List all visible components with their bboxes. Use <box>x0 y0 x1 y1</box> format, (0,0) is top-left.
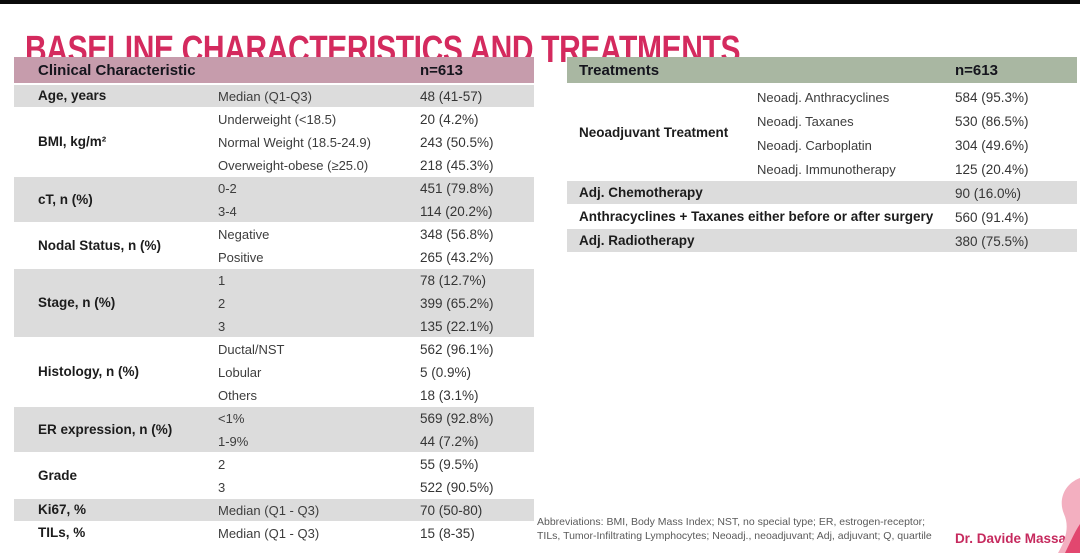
row-value: 44 (7.2%) <box>420 434 479 449</box>
table-group: Stage, n (%) 1 78 (12.7%) 2 399 (65.2%) 3 135 … <box>14 269 534 338</box>
row-sublabel: Median (Q1 - Q3) <box>218 526 320 541</box>
footnote-line-2: TILs, Tumor-Infiltrating Lymphocytes; Ne… <box>537 530 932 543</box>
footnote-line-1: Abbreviations: BMI, Body Mass Index; NST… <box>537 516 926 528</box>
row-value: 70 (50-80) <box>420 503 483 518</box>
group-label: Ki67, % <box>38 502 87 518</box>
group-label: cT, n (%) <box>38 191 93 207</box>
table-group: Adj. Radiotherapy 380 (75.5%) <box>567 229 1077 253</box>
row-value: 380 (75.5%) <box>955 233 1029 249</box>
table-group: Nodal Status, n (%) Negative 348 (56.8%) Po… <box>14 223 534 269</box>
row-value: 243 (50.5%) <box>420 135 494 150</box>
row-value: 530 (86.5%) <box>955 113 1029 129</box>
row-value: 569 (92.8%) <box>420 411 494 426</box>
group-label: Adj. Radiotherapy <box>579 232 695 248</box>
row-value: 135 (22.1%) <box>420 319 494 334</box>
group-label: ER expression, n (%) <box>38 421 173 437</box>
row-sublabel: Median (Q1-Q3) <box>218 89 312 104</box>
row-sublabel: Neoadj. Immunotherapy <box>757 161 896 177</box>
treatments-header-label: Treatments <box>579 61 660 79</box>
row-sublabel: 2 <box>218 457 226 472</box>
row-sublabel: Neoadj. Carboplatin <box>757 137 872 153</box>
clinical-characteristics-table: Clinical Characteristic n=613 Age, years… <box>14 57 534 545</box>
treatments-header-n: n=613 <box>955 61 998 79</box>
row-sublabel: Ductal/NST <box>218 342 285 357</box>
table-group: BMI, kg/m² Underweight (<18.5) 20 (4.2%) No… <box>14 108 534 177</box>
row-value: 55 (9.5%) <box>420 457 479 472</box>
group-label: Nodal Status, n (%) <box>38 237 162 253</box>
row-sublabel: Median (Q1 - Q3) <box>218 503 320 518</box>
row-value: 348 (56.8%) <box>420 227 494 242</box>
group-label: Grade <box>38 467 78 483</box>
clinical-table-header: Clinical Characteristic n=613 <box>14 57 534 83</box>
row-value: 125 (20.4%) <box>955 161 1029 177</box>
group-label: TILs, % <box>38 525 86 541</box>
row-sublabel: 0-2 <box>218 181 237 196</box>
row-value: 48 (41-57) <box>420 89 483 104</box>
row-sublabel: 1 <box>218 273 226 288</box>
row-value: 78 (12.7%) <box>420 273 487 288</box>
abbreviations-footnote: Abbreviations: BMI, Body Mass Index; NST… <box>537 515 937 543</box>
author-credit: Dr. Davide Massa <box>954 531 1066 546</box>
row-value: 218 (45.3%) <box>420 158 494 173</box>
row-sublabel: Lobular <box>218 365 262 380</box>
row-value: 265 (43.2%) <box>420 250 494 265</box>
table-group: Histology, n (%) Ductal/NST 562 (96.1%) Lob… <box>14 338 534 407</box>
row-sublabel: Neoadj. Anthracyclines <box>757 89 890 105</box>
table-group: Age, years Median (Q1-Q3) 48 (41-57) <box>14 85 534 108</box>
group-label: Adj. Chemotherapy <box>579 184 703 200</box>
row-value: 399 (65.2%) <box>420 296 494 311</box>
row-value: 560 (91.4%) <box>955 209 1029 225</box>
row-sublabel: Normal Weight (18.5-24.9) <box>218 135 371 150</box>
row-value: 584 (95.3%) <box>955 89 1029 105</box>
top-black-bar <box>0 0 1080 4</box>
row-value: 114 (20.2%) <box>420 204 493 219</box>
table-group: Anthracyclines + Taxanes either before o… <box>567 205 1077 229</box>
clinical-header-label: Clinical Characteristic <box>38 61 196 79</box>
treatments-table-body: Neoadjuvant Treatment Neoadj. Anthracycli… <box>567 85 1077 253</box>
table-group: TILs, % Median (Q1 - Q3) 15 (8-35) <box>14 522 534 545</box>
row-value: 18 (3.1%) <box>420 388 479 403</box>
clinical-header-n: n=613 <box>420 61 463 79</box>
row-sublabel: Neoadj. Taxanes <box>757 113 854 129</box>
row-value: 15 (8-35) <box>420 526 475 541</box>
group-label: BMI, kg/m² <box>38 134 107 150</box>
table-group: Grade 2 55 (9.5%) 3 522 (90.5%) <box>14 453 534 499</box>
table-group: Ki67, % Median (Q1 - Q3) 70 (50-80) <box>14 499 534 522</box>
row-value: 562 (96.1%) <box>420 342 494 357</box>
treatments-table-header: Treatments n=613 <box>567 57 1077 83</box>
row-sublabel: 3 <box>218 480 226 495</box>
row-sublabel: 3 <box>218 319 226 334</box>
row-sublabel: Underweight (<18.5) <box>218 112 337 127</box>
row-sublabel: 3-4 <box>218 204 237 219</box>
group-label: Neoadjuvant Treatment <box>579 124 729 140</box>
row-sublabel: 1-9% <box>218 434 249 449</box>
row-value: 90 (16.0%) <box>955 185 1022 201</box>
table-group: ER expression, n (%) <1% 569 (92.8%) 1-9% 44… <box>14 407 534 453</box>
table-group: Adj. Chemotherapy 90 (16.0%) <box>567 181 1077 205</box>
row-sublabel: Positive <box>218 250 264 265</box>
group-label: Histology, n (%) <box>38 364 139 380</box>
row-value: 451 (79.8%) <box>420 181 494 196</box>
row-sublabel: Negative <box>218 227 270 242</box>
row-value: 522 (90.5%) <box>420 480 494 495</box>
row-sublabel: Others <box>218 388 258 403</box>
row-sublabel: Overweight-obese (≥25.0) <box>218 158 369 173</box>
treatments-table: Treatments n=613 Neoadjuvant Treatment Ne… <box>567 57 1077 253</box>
pink-ribbon-icon <box>1058 478 1080 553</box>
row-value: 20 (4.2%) <box>420 112 479 127</box>
row-sublabel: <1% <box>218 411 245 426</box>
group-label: Anthracyclines + Taxanes either before o… <box>579 208 934 224</box>
group-label: Stage, n (%) <box>38 295 116 311</box>
clinical-table-body: Age, years Median (Q1-Q3) 48 (41-57) BMI, k… <box>14 85 534 545</box>
row-sublabel: 2 <box>218 296 226 311</box>
group-label: Age, years <box>38 88 107 104</box>
table-group: cT, n (%) 0-2 451 (79.8%) 3-4 114 (20.2%) <box>14 177 534 223</box>
row-value: 304 (49.6%) <box>955 137 1029 153</box>
table-group: Neoadjuvant Treatment Neoadj. Anthracycli… <box>567 85 1077 181</box>
row-value: 5 (0.9%) <box>420 365 472 380</box>
